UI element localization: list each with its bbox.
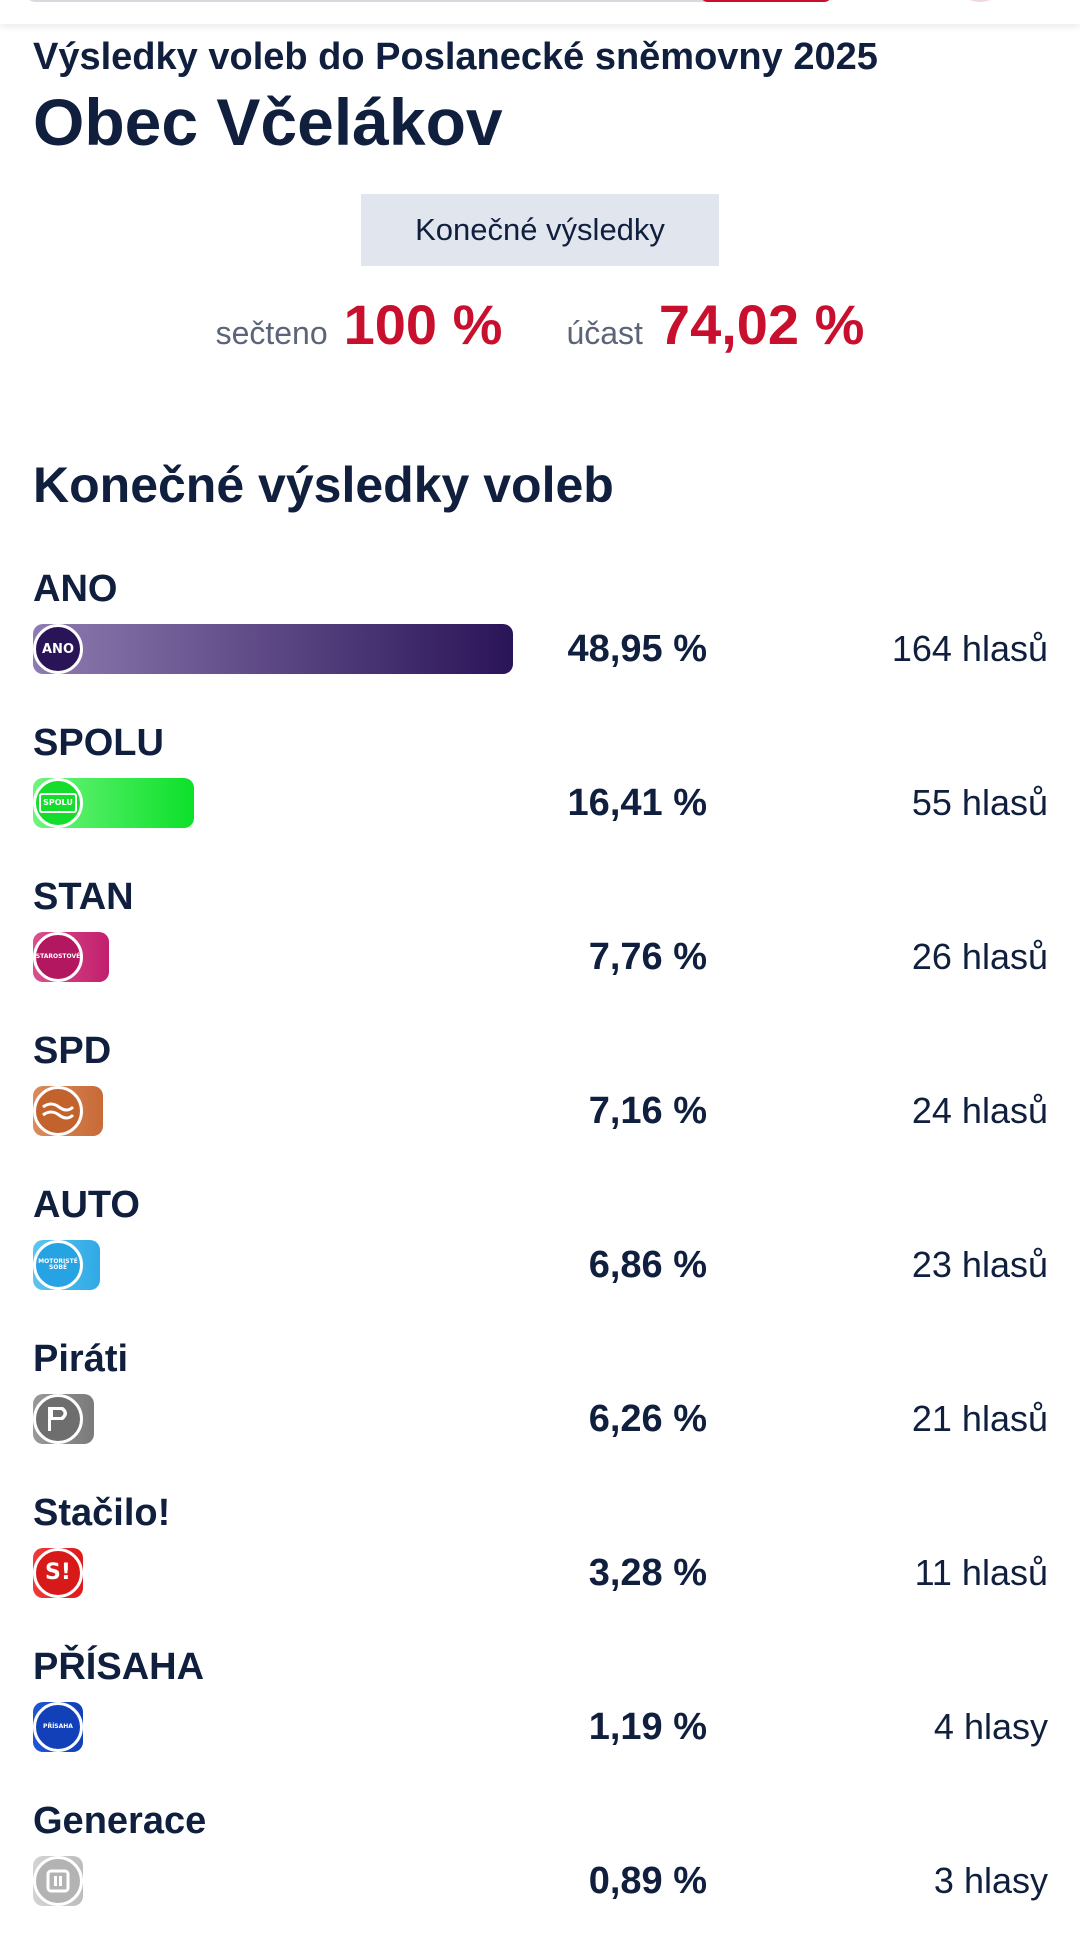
ano-logo-icon: ANO — [33, 624, 83, 674]
bar-track — [33, 1856, 513, 1906]
counting-stats: sečteno 100 % účast 74,02 % — [0, 292, 1080, 357]
party-row: Stačilo! S! 3,28 % 11 hlasů — [0, 1492, 1080, 1642]
page-subtitle: Výsledky voleb do Poslanecké sněmovny 20… — [33, 36, 878, 78]
percent-label: 7,76 % — [588, 936, 707, 978]
turnout-value: 74,02 % — [658, 293, 865, 356]
percent-label: 0,89 % — [588, 1860, 707, 1902]
top-navigation-bar — [0, 0, 1080, 24]
votes-label: 21 hlasů — [911, 1398, 1048, 1439]
result-bar — [33, 624, 513, 674]
party-row: STAN STAROSTOVÉ 7,76 % 26 hlasů — [0, 876, 1080, 1026]
bar-track: ANO — [33, 624, 513, 674]
party-row: SPD 7,16 % 24 hlasů — [0, 1030, 1080, 1180]
votes-label: 55 hlasů — [911, 782, 1048, 823]
bar-track: MOTORISTÉ SOBĚ — [33, 1240, 513, 1290]
pirate-flag-shape — [48, 1407, 67, 1431]
status-badge: Konečné výsledky — [361, 194, 719, 266]
party-name: Generace — [33, 1800, 207, 1842]
page-title: Obec Včelákov — [33, 85, 503, 159]
votes-label: 26 hlasů — [911, 936, 1048, 977]
bar-track: SPOLU — [33, 778, 513, 828]
logo-text: S! — [45, 1560, 71, 1585]
party-name: SPOLU — [33, 722, 164, 764]
votes-label: 4 hlasy — [933, 1706, 1048, 1747]
percent-label: 6,86 % — [588, 1244, 707, 1286]
user-avatar-edge[interactable] — [960, 0, 1000, 2]
party-row: PŘÍSAHA PŘÍSAHA 1,19 % 4 hlasy — [0, 1646, 1080, 1796]
party-row: ANO ANO 48,95 % 164 hlasů — [0, 568, 1080, 718]
party-name: PŘÍSAHA — [33, 1646, 205, 1688]
counted-value: 100 % — [343, 293, 503, 356]
pirati-logo-icon — [33, 1394, 83, 1444]
prisaha-logo-icon: PŘÍSAHA — [33, 1702, 83, 1752]
party-row: Piráti 6,26 % 21 hlasů — [0, 1338, 1080, 1488]
percent-label: 16,41 % — [567, 782, 707, 824]
logo-text: SPOLU — [39, 793, 77, 813]
bar-track — [33, 1394, 513, 1444]
generace-logo-icon — [33, 1856, 83, 1906]
party-name: Piráti — [33, 1338, 129, 1380]
generace-mark-shape — [46, 1869, 70, 1893]
party-name: STAN — [33, 876, 134, 918]
votes-label: 11 hlasů — [914, 1552, 1048, 1593]
logo-text: STAROSTOVÉ — [35, 953, 81, 960]
party-name: AUTO — [33, 1184, 140, 1226]
votes-label: 23 hlasů — [911, 1244, 1048, 1285]
party-row: Generace 0,89 % 3 hlasy — [0, 1800, 1080, 1950]
spolu-logo-icon: SPOLU — [33, 778, 83, 828]
party-name: SPD — [33, 1030, 112, 1072]
percent-label: 48,95 % — [567, 628, 707, 670]
votes-label: 24 hlasů — [911, 1090, 1048, 1131]
percent-label: 3,28 % — [588, 1552, 707, 1594]
party-name: ANO — [33, 568, 118, 610]
bar-track — [33, 1086, 513, 1136]
party-row: SPOLU SPOLU 16,41 % 55 hlasů — [0, 722, 1080, 872]
percent-label: 7,16 % — [588, 1090, 707, 1132]
spd-waves-shape — [42, 1102, 75, 1120]
stan-logo-icon: STAROSTOVÉ — [33, 932, 83, 982]
motoriste-logo-icon: MOTORISTÉ SOBĚ — [33, 1240, 83, 1290]
logo-text: ANO — [42, 641, 74, 657]
counted-label: sečteno — [215, 315, 328, 351]
logo-text: PŘÍSAHA — [43, 1723, 73, 1730]
votes-label: 3 hlasy — [933, 1860, 1048, 1901]
turnout-label: účast — [566, 315, 643, 351]
bar-track: PŘÍSAHA — [33, 1702, 513, 1752]
spd-logo-icon — [33, 1086, 83, 1136]
percent-label: 6,26 % — [588, 1398, 707, 1440]
party-name: Stačilo! — [33, 1492, 171, 1534]
logo-text: MOTORISTÉ SOBĚ — [38, 1258, 78, 1271]
party-row: AUTO MOTORISTÉ SOBĚ 6,86 % 23 hlasů — [0, 1184, 1080, 1334]
stacilo-logo-icon: S! — [33, 1548, 83, 1598]
percent-label: 1,19 % — [588, 1706, 707, 1748]
votes-label: 164 hlasů — [891, 628, 1048, 669]
bar-track: STAROSTOVÉ — [33, 932, 513, 982]
results-heading: Konečné výsledky voleb — [33, 457, 614, 513]
search-button-edge[interactable] — [700, 0, 832, 2]
bar-track: S! — [33, 1548, 513, 1598]
